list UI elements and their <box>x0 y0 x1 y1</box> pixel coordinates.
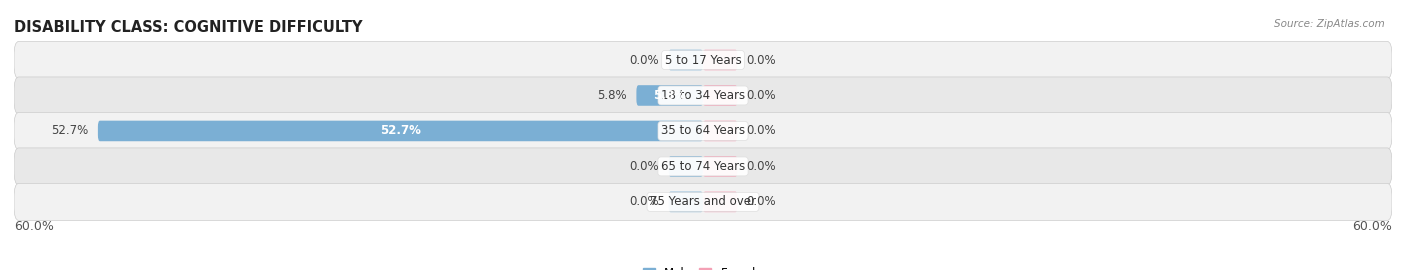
Text: 0.0%: 0.0% <box>747 89 776 102</box>
Text: 18 to 34 Years: 18 to 34 Years <box>661 89 745 102</box>
FancyBboxPatch shape <box>669 50 703 70</box>
Text: 5 to 17 Years: 5 to 17 Years <box>665 53 741 66</box>
FancyBboxPatch shape <box>14 77 1392 114</box>
FancyBboxPatch shape <box>637 85 703 106</box>
FancyBboxPatch shape <box>14 183 1392 220</box>
Text: 52.7%: 52.7% <box>380 124 420 137</box>
Text: 65 to 74 Years: 65 to 74 Years <box>661 160 745 173</box>
Text: 5.8%: 5.8% <box>598 89 627 102</box>
FancyBboxPatch shape <box>14 112 1392 150</box>
FancyBboxPatch shape <box>669 156 703 177</box>
FancyBboxPatch shape <box>703 192 738 212</box>
Text: 52.7%: 52.7% <box>52 124 89 137</box>
FancyBboxPatch shape <box>14 42 1392 79</box>
FancyBboxPatch shape <box>703 121 738 141</box>
FancyBboxPatch shape <box>669 192 703 212</box>
FancyBboxPatch shape <box>98 121 703 141</box>
Text: 0.0%: 0.0% <box>747 195 776 208</box>
Text: 0.0%: 0.0% <box>630 160 659 173</box>
FancyBboxPatch shape <box>14 148 1392 185</box>
Text: 0.0%: 0.0% <box>630 195 659 208</box>
FancyBboxPatch shape <box>703 156 738 177</box>
Text: 5.8%: 5.8% <box>654 89 686 102</box>
Text: 0.0%: 0.0% <box>747 160 776 173</box>
Text: 0.0%: 0.0% <box>630 53 659 66</box>
Text: 0.0%: 0.0% <box>747 53 776 66</box>
Text: 0.0%: 0.0% <box>747 124 776 137</box>
Text: DISABILITY CLASS: COGNITIVE DIFFICULTY: DISABILITY CLASS: COGNITIVE DIFFICULTY <box>14 20 363 35</box>
Legend: Male, Female: Male, Female <box>638 262 768 270</box>
Text: 60.0%: 60.0% <box>14 220 53 233</box>
Text: 75 Years and over: 75 Years and over <box>650 195 756 208</box>
Text: 35 to 64 Years: 35 to 64 Years <box>661 124 745 137</box>
FancyBboxPatch shape <box>703 50 738 70</box>
Text: 60.0%: 60.0% <box>1353 220 1392 233</box>
Text: Source: ZipAtlas.com: Source: ZipAtlas.com <box>1274 19 1385 29</box>
FancyBboxPatch shape <box>703 85 738 106</box>
